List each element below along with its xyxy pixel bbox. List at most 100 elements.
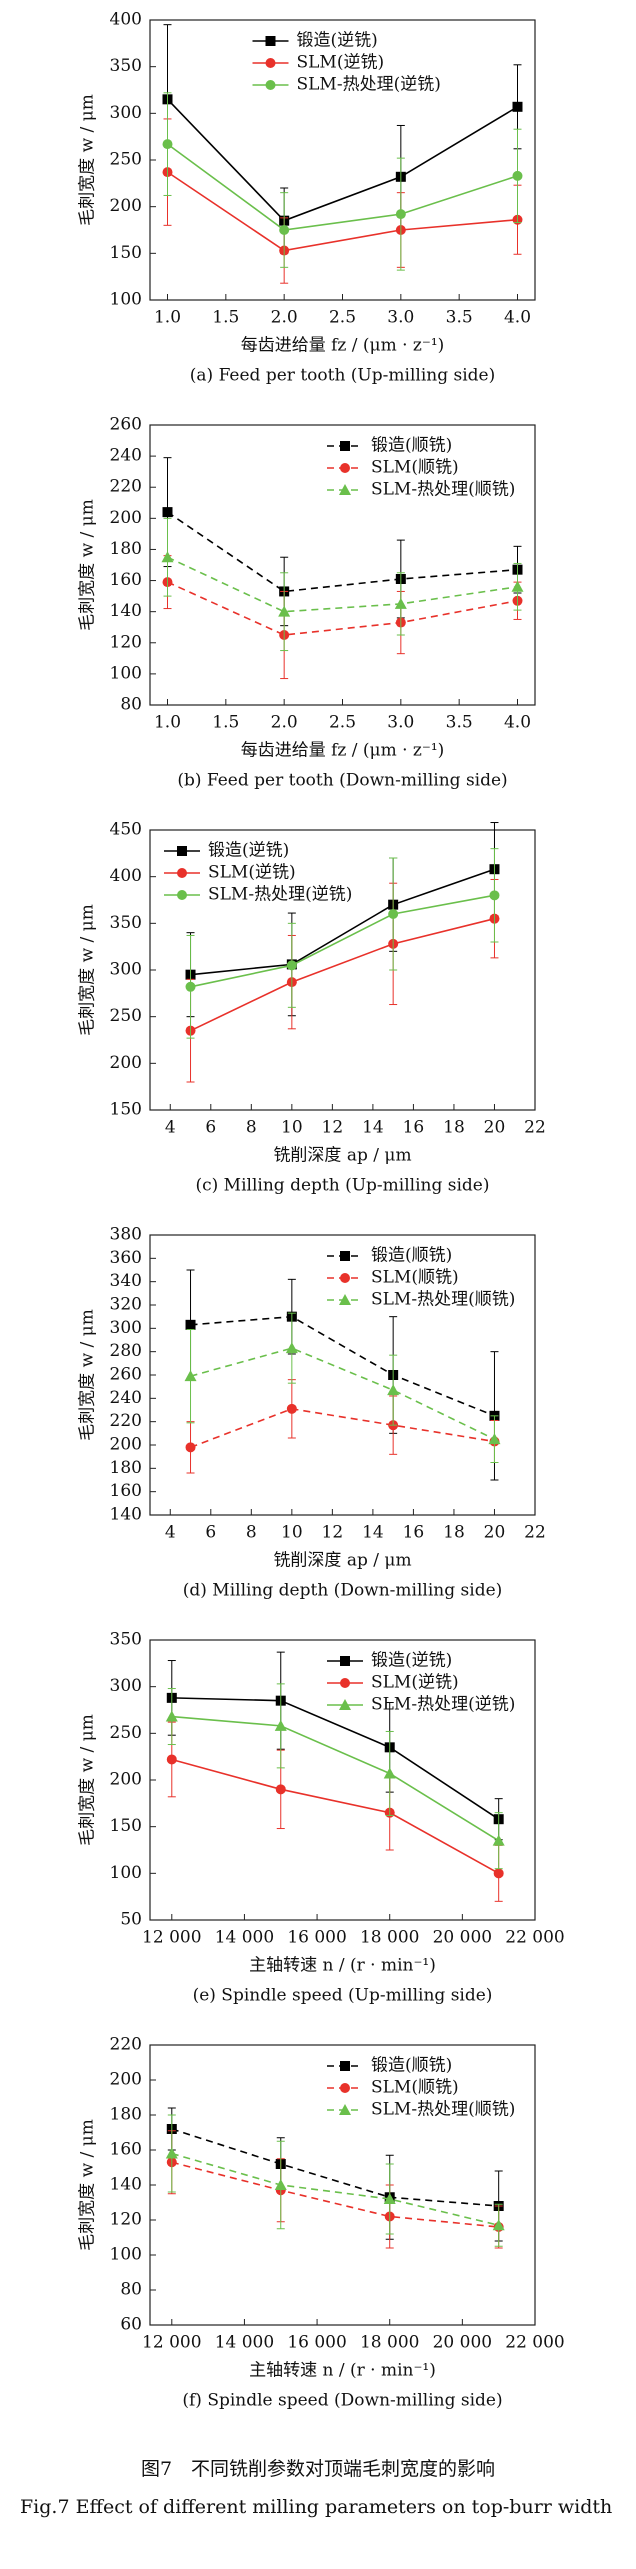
x-tick-label: 16 000 bbox=[287, 1928, 346, 1948]
x-tick-label: 6 bbox=[205, 1118, 216, 1138]
legend-label: SLM(顺铣) bbox=[371, 1268, 459, 1288]
x-tick-label: 20 bbox=[484, 1523, 506, 1543]
y-tick-label: 180 bbox=[110, 1458, 142, 1478]
y-tick-label: 300 bbox=[110, 1676, 142, 1696]
y-tick-label: 180 bbox=[110, 539, 142, 559]
y-tick-label: 340 bbox=[110, 1271, 142, 1291]
y-axis-label: 毛刺宽度 w / μm bbox=[78, 94, 98, 226]
marker bbox=[383, 1767, 396, 1779]
legend-marker bbox=[340, 463, 350, 473]
marker bbox=[161, 551, 174, 563]
x-tick-label: 4 bbox=[165, 1118, 176, 1138]
marker bbox=[512, 101, 523, 112]
y-tick-label: 300 bbox=[110, 960, 142, 980]
x-axis-label: 主轴转速 n / (r · min⁻¹) bbox=[249, 2361, 436, 2381]
marker bbox=[274, 2179, 287, 2190]
series-line bbox=[190, 1408, 495, 1449]
x-tick-label: 22 bbox=[524, 1523, 546, 1543]
x-tick-label: 2.5 bbox=[329, 308, 356, 328]
x-tick-label: 18 bbox=[443, 1523, 465, 1543]
y-tick-label: 260 bbox=[110, 415, 142, 435]
y-tick-label: 80 bbox=[120, 695, 142, 715]
x-tick-label: 14 000 bbox=[215, 2333, 274, 2353]
marker bbox=[184, 1370, 197, 1382]
marker bbox=[286, 1403, 297, 1414]
legend-marker bbox=[177, 868, 187, 878]
legend-label: 锻造(逆铣) bbox=[208, 841, 289, 861]
y-tick-label: 380 bbox=[110, 1225, 142, 1245]
chart-caption: (e) Spindle speed (Up-milling side) bbox=[193, 1986, 493, 2006]
legend-label: SLM-热处理(逆铣) bbox=[297, 75, 441, 95]
x-tick-label: 16 000 bbox=[287, 2333, 346, 2353]
x-axis-label: 主轴转速 n / (r · min⁻¹) bbox=[249, 1956, 436, 1976]
x-tick-label: 12 bbox=[322, 1118, 344, 1138]
marker bbox=[383, 2193, 396, 2204]
legend-marker bbox=[339, 2104, 351, 2115]
chart-panel: 150 200 250 300 350 400 450 4 6 8 10 12 14 16 18 20 22 铣削… bbox=[78, 820, 546, 1196]
x-tick-label: 1.5 bbox=[212, 308, 239, 328]
x-tick-label: 4 bbox=[165, 1523, 176, 1543]
x-tick-label: 8 bbox=[246, 1523, 257, 1543]
x-tick-label: 22 000 bbox=[505, 2333, 564, 2353]
marker bbox=[166, 1754, 177, 1765]
legend-marker bbox=[339, 1699, 351, 1710]
x-tick-label: 12 bbox=[322, 1523, 344, 1543]
series-line bbox=[167, 556, 518, 613]
x-tick-label: 14 000 bbox=[215, 1928, 274, 1948]
legend-marker bbox=[340, 1678, 350, 1688]
y-tick-label: 280 bbox=[110, 1341, 142, 1361]
x-tick-label: 20 000 bbox=[433, 1928, 492, 1948]
y-tick-label: 220 bbox=[110, 1411, 142, 1431]
y-tick-label: 300 bbox=[110, 1318, 142, 1338]
y-tick-label: 350 bbox=[110, 1630, 142, 1650]
y-tick-label: 320 bbox=[110, 1295, 142, 1315]
x-tick-label: 12 000 bbox=[142, 2333, 201, 2353]
series-line bbox=[190, 917, 495, 1032]
y-tick-label: 180 bbox=[110, 2105, 142, 2125]
y-tick-label: 220 bbox=[110, 2035, 142, 2055]
legend-marker bbox=[177, 846, 187, 856]
y-tick-label: 120 bbox=[110, 2210, 142, 2230]
y-tick-label: 160 bbox=[110, 1481, 142, 1501]
legend-label: 锻造(顺铣) bbox=[371, 1246, 452, 1266]
x-tick-label: 16 bbox=[403, 1523, 425, 1543]
y-tick-label: 200 bbox=[110, 1770, 142, 1790]
y-tick-label: 140 bbox=[110, 2175, 142, 2195]
legend-label: SLM-热处理(逆铣) bbox=[371, 1695, 515, 1715]
legend-marker bbox=[340, 2061, 350, 2071]
y-tick-label: 160 bbox=[110, 570, 142, 590]
legend-label: SLM(顺铣) bbox=[371, 2078, 459, 2098]
y-tick-label: 100 bbox=[110, 290, 142, 310]
legend-label: 锻造(逆铣) bbox=[297, 31, 378, 51]
y-tick-label: 240 bbox=[110, 446, 142, 466]
marker bbox=[275, 1784, 286, 1795]
x-tick-label: 3.5 bbox=[446, 308, 473, 328]
x-tick-label: 1.5 bbox=[212, 713, 239, 733]
legend-label: SLM-热处理(顺铣) bbox=[371, 2100, 515, 2120]
x-tick-label: 4.0 bbox=[504, 713, 531, 733]
marker bbox=[162, 507, 173, 518]
x-tick-label: 6 bbox=[205, 1523, 216, 1543]
series-line bbox=[171, 2128, 499, 2207]
chart-caption: (a) Feed per tooth (Up-milling side) bbox=[190, 366, 495, 386]
y-axis-label: 毛刺宽度 w / μm bbox=[78, 1309, 98, 1441]
x-tick-label: 3.5 bbox=[446, 713, 473, 733]
y-tick-label: 250 bbox=[110, 150, 142, 170]
y-tick-label: 400 bbox=[110, 10, 142, 30]
marker bbox=[279, 225, 290, 235]
series-line bbox=[190, 894, 495, 988]
chart-caption: (f) Spindle speed (Down-milling side) bbox=[182, 2391, 502, 2411]
series-line bbox=[167, 581, 518, 636]
marker bbox=[388, 909, 399, 919]
marker bbox=[274, 1719, 287, 1731]
y-axis-label: 毛刺宽度 w / μm bbox=[78, 1714, 98, 1846]
series-line bbox=[171, 1758, 500, 1875]
legend-label: 锻造(逆铣) bbox=[371, 1651, 452, 1671]
x-tick-label: 3.0 bbox=[387, 713, 414, 733]
y-tick-label: 300 bbox=[110, 103, 142, 123]
y-axis-label: 毛刺宽度 w / μm bbox=[78, 2119, 98, 2251]
legend-marker bbox=[265, 36, 276, 46]
legend: 锻造(顺铣)SLM(顺铣)SLM-热处理(顺铣) bbox=[327, 1246, 515, 1310]
y-tick-label: 200 bbox=[110, 508, 142, 528]
